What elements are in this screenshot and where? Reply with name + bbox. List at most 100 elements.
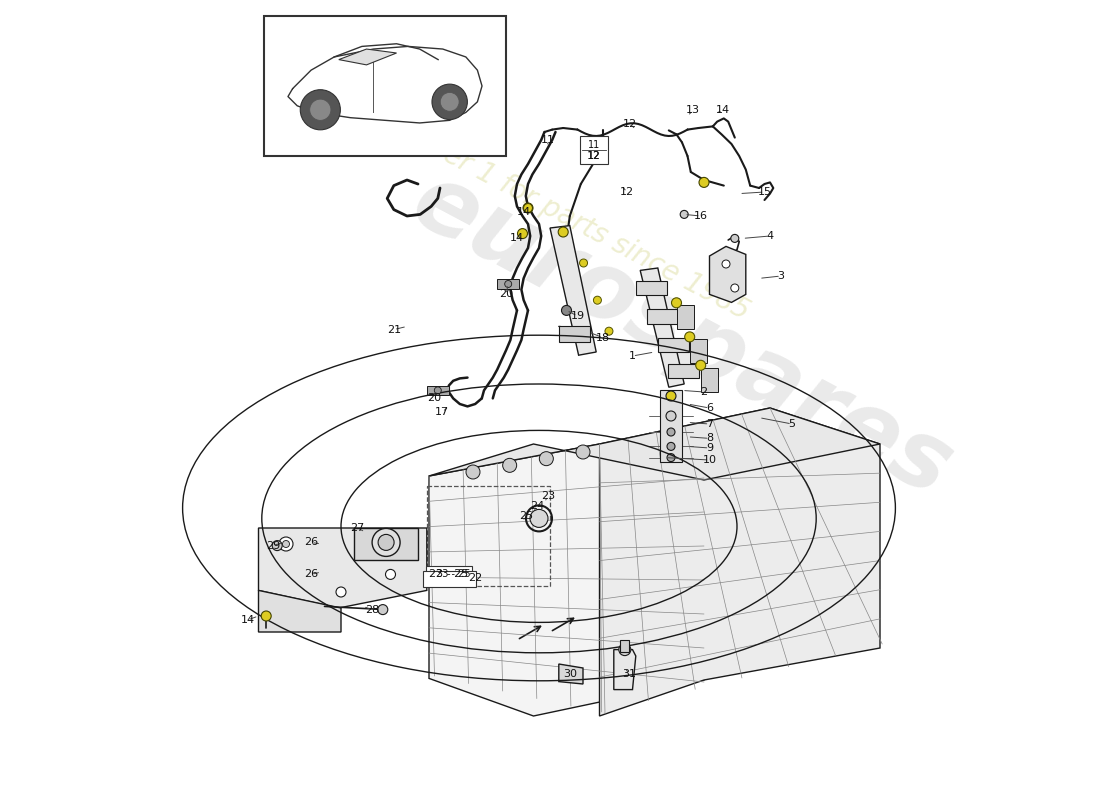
Text: 10: 10 bbox=[703, 455, 716, 465]
Text: 17: 17 bbox=[436, 407, 449, 417]
Text: 14: 14 bbox=[716, 106, 729, 115]
Circle shape bbox=[530, 510, 548, 527]
Circle shape bbox=[377, 605, 388, 614]
Bar bbox=[559, 326, 590, 342]
Polygon shape bbox=[429, 444, 704, 716]
Circle shape bbox=[466, 465, 480, 479]
Circle shape bbox=[558, 227, 569, 237]
Bar bbox=[658, 338, 689, 352]
Polygon shape bbox=[550, 226, 596, 355]
Text: 9: 9 bbox=[706, 443, 713, 453]
Circle shape bbox=[580, 259, 587, 267]
Bar bbox=[427, 386, 449, 395]
Polygon shape bbox=[429, 408, 880, 480]
Circle shape bbox=[310, 99, 331, 120]
Circle shape bbox=[730, 284, 739, 292]
Text: 19: 19 bbox=[571, 311, 584, 321]
Circle shape bbox=[605, 327, 613, 335]
Circle shape bbox=[378, 534, 394, 550]
Polygon shape bbox=[339, 49, 397, 65]
Text: 22: 22 bbox=[469, 573, 482, 582]
Bar bbox=[636, 281, 667, 295]
Circle shape bbox=[539, 452, 553, 466]
Polygon shape bbox=[614, 650, 636, 690]
Bar bbox=[647, 310, 678, 324]
Text: eurospares: eurospares bbox=[397, 155, 967, 517]
Text: 14: 14 bbox=[510, 234, 524, 243]
Circle shape bbox=[279, 537, 293, 551]
Circle shape bbox=[372, 529, 400, 557]
Circle shape bbox=[524, 203, 532, 213]
Bar bbox=[580, 136, 608, 164]
Circle shape bbox=[576, 445, 590, 459]
Circle shape bbox=[722, 260, 730, 268]
Text: 15: 15 bbox=[758, 187, 771, 197]
Circle shape bbox=[667, 442, 675, 450]
Polygon shape bbox=[354, 528, 418, 560]
Circle shape bbox=[667, 428, 675, 436]
Text: 12: 12 bbox=[587, 151, 601, 162]
Text: 27: 27 bbox=[351, 523, 364, 533]
Bar bbox=[660, 390, 682, 462]
Text: 20: 20 bbox=[428, 394, 441, 403]
Bar bbox=[264, 16, 506, 156]
Bar bbox=[690, 339, 707, 363]
Circle shape bbox=[300, 90, 340, 130]
Text: 31: 31 bbox=[623, 669, 636, 678]
Text: a number 1 for parts since 1985: a number 1 for parts since 1985 bbox=[345, 90, 755, 326]
Text: 12: 12 bbox=[587, 151, 601, 161]
Text: 7: 7 bbox=[706, 419, 713, 429]
Text: 11: 11 bbox=[587, 141, 601, 150]
Text: 14: 14 bbox=[517, 207, 530, 217]
Circle shape bbox=[432, 84, 468, 119]
Text: 16: 16 bbox=[694, 211, 707, 221]
Text: 12: 12 bbox=[624, 119, 637, 129]
Polygon shape bbox=[640, 268, 684, 387]
Circle shape bbox=[666, 411, 676, 421]
Text: 12: 12 bbox=[620, 187, 634, 197]
Circle shape bbox=[336, 587, 346, 597]
Circle shape bbox=[684, 332, 695, 342]
Text: 13: 13 bbox=[686, 106, 700, 115]
Circle shape bbox=[503, 458, 517, 472]
Circle shape bbox=[272, 541, 283, 550]
Circle shape bbox=[522, 203, 534, 213]
FancyBboxPatch shape bbox=[426, 566, 472, 582]
Circle shape bbox=[434, 387, 441, 394]
Text: 8: 8 bbox=[706, 434, 713, 443]
Bar bbox=[676, 305, 694, 330]
Polygon shape bbox=[600, 408, 880, 716]
Text: 5: 5 bbox=[789, 419, 795, 429]
Circle shape bbox=[561, 306, 572, 315]
Bar bbox=[427, 486, 550, 586]
Text: 24: 24 bbox=[530, 501, 543, 510]
Text: 29: 29 bbox=[266, 541, 279, 550]
Circle shape bbox=[698, 178, 710, 187]
Bar bbox=[497, 279, 519, 289]
Text: 23 - 25: 23 - 25 bbox=[429, 570, 469, 579]
Text: 11: 11 bbox=[541, 135, 554, 145]
Circle shape bbox=[517, 229, 528, 238]
Circle shape bbox=[667, 454, 675, 462]
Text: 4: 4 bbox=[767, 231, 773, 241]
Text: 23: 23 bbox=[541, 491, 554, 501]
Bar bbox=[668, 364, 698, 378]
Bar bbox=[701, 368, 718, 392]
Circle shape bbox=[730, 234, 739, 242]
Text: 25: 25 bbox=[519, 511, 532, 521]
Text: 20: 20 bbox=[499, 290, 513, 299]
Text: 1: 1 bbox=[629, 351, 636, 361]
Circle shape bbox=[619, 643, 630, 656]
Text: 26: 26 bbox=[305, 538, 318, 547]
Circle shape bbox=[505, 281, 512, 287]
Text: 2: 2 bbox=[701, 387, 707, 397]
Bar bbox=[620, 640, 629, 652]
Text: 30: 30 bbox=[563, 669, 576, 678]
Circle shape bbox=[666, 391, 676, 401]
Text: 23 - 25: 23 - 25 bbox=[436, 570, 471, 579]
Circle shape bbox=[680, 210, 689, 218]
Text: 3: 3 bbox=[778, 271, 784, 281]
Polygon shape bbox=[258, 528, 427, 608]
Circle shape bbox=[671, 298, 682, 308]
Circle shape bbox=[593, 296, 602, 304]
